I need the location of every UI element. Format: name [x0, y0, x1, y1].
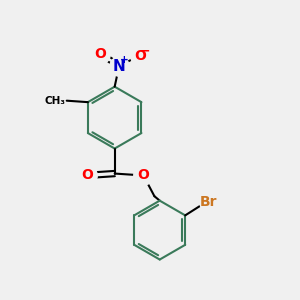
Text: +: + — [120, 55, 128, 65]
Text: Br: Br — [200, 195, 218, 209]
Text: O: O — [134, 49, 146, 63]
Text: N: N — [113, 58, 125, 74]
Text: CH₃: CH₃ — [44, 96, 65, 106]
Text: −: − — [140, 44, 150, 57]
Text: O: O — [94, 47, 106, 61]
Text: O: O — [137, 168, 149, 182]
Text: O: O — [81, 168, 93, 182]
